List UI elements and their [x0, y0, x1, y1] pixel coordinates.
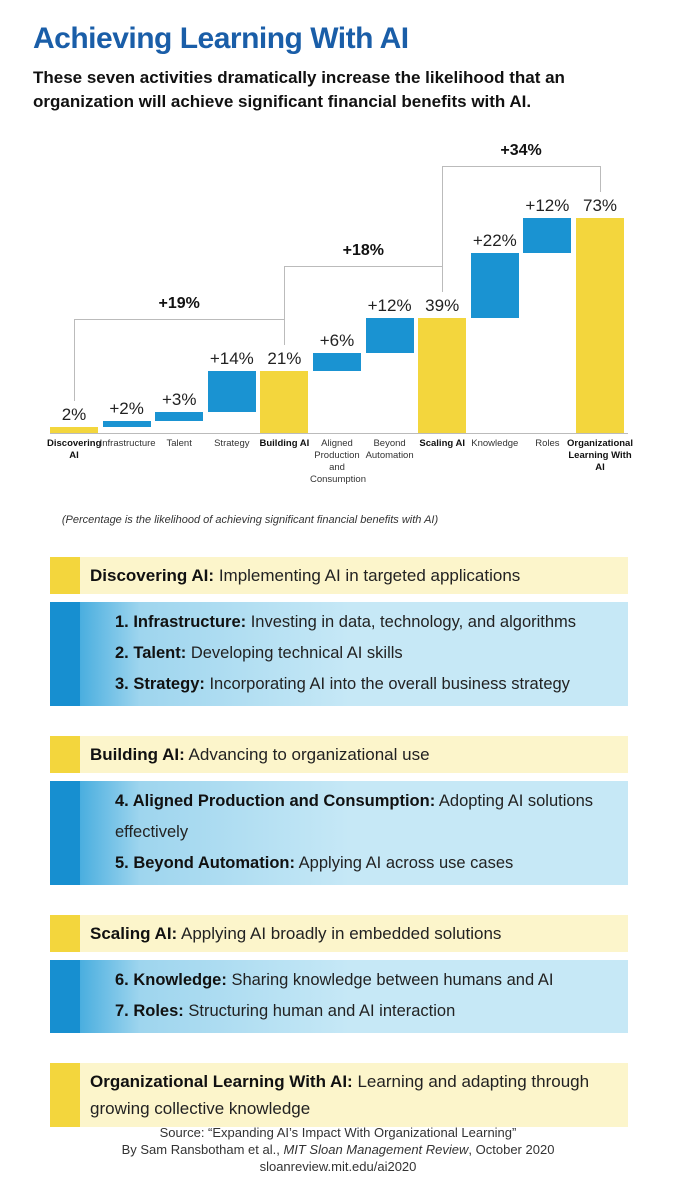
- item: 4. Aligned Production and Consumption: A…: [115, 786, 618, 848]
- subtitle: These seven activities dramatically incr…: [33, 68, 565, 111]
- annotation: +19%: [158, 295, 200, 313]
- section-items: 4. Aligned Production and Consumption: A…: [50, 781, 628, 885]
- chart: 2% Discovering AI +2% Infrastructure +3% Tale…: [0, 0, 676, 500]
- category-label: Discovering AI: [47, 438, 102, 461]
- bracket-line: [284, 265, 443, 267]
- bar: [470, 253, 519, 318]
- category-label: Infrastructure: [99, 438, 156, 449]
- section-items: 1. Infrastructure: Investing in data, te…: [50, 602, 628, 706]
- footnote: (Percentage is the likelihood of achievi…: [61, 514, 439, 526]
- item-desc: Incorporating AI into the overall busine…: [209, 675, 570, 693]
- item-title: 4. Aligned Production and Consumption:: [115, 792, 436, 810]
- bracket-line: [442, 165, 600, 167]
- bar: [207, 371, 256, 413]
- text: By Sam Ransbotham et al.,: [121, 1142, 284, 1157]
- item: 6. Knowledge: Sharing knowledge between …: [115, 965, 618, 996]
- value-label: +2%: [109, 399, 144, 419]
- item-title: 2. Talent:: [115, 644, 187, 662]
- bracket-line: [74, 319, 285, 321]
- bar: [50, 427, 98, 433]
- bracket-line: [284, 265, 286, 346]
- section-title: Building AI:: [90, 745, 185, 764]
- title: Achieving Learning With AI: [33, 22, 409, 55]
- section-items: 6. Knowledge: Sharing knowledge between …: [50, 960, 628, 1033]
- source-line: Source: “Expanding AI’s Impact With Orga…: [159, 1125, 517, 1140]
- bracket-line: [442, 165, 444, 292]
- item-title: 5. Beyond Automation:: [115, 854, 295, 872]
- sections: Discovering AI: Implementing AI in targe…: [50, 557, 628, 1157]
- annotation: +34%: [500, 141, 542, 159]
- category-label: Building AI: [259, 438, 310, 449]
- bar: [576, 217, 624, 433]
- value-label: +6%: [319, 331, 355, 351]
- value-label: +12%: [525, 195, 570, 215]
- category-label: Roles: [535, 438, 560, 449]
- item-desc: Investing in data, technology, and algor…: [250, 613, 577, 631]
- category-label: Talent: [166, 438, 192, 449]
- item-title: 7. Roles:: [115, 1002, 184, 1020]
- section-title: Organizational Learning With AI:: [90, 1072, 353, 1091]
- bar: [313, 353, 361, 372]
- section-desc: Implementing AI in targeted applications: [218, 566, 521, 585]
- value-label: 21%: [267, 349, 302, 369]
- section-header: Building AI: Advancing to organizational…: [50, 736, 628, 773]
- value-label: 2%: [61, 405, 87, 425]
- item: 3. Strategy: Incorporating AI into the o…: [115, 669, 618, 700]
- bar: [260, 371, 309, 433]
- section-title: Discovering AI:: [90, 566, 215, 585]
- category-label: Aligned Production and Consumption: [310, 438, 366, 485]
- item-desc: Applying AI across use cases: [298, 854, 514, 872]
- category-label: Strategy: [214, 438, 250, 449]
- value-label: +12%: [367, 295, 412, 315]
- source-line: sloanreview.mit.edu/ai2020: [259, 1159, 417, 1174]
- section: Building AI: Advancing to organizational…: [50, 736, 628, 885]
- source-line: By Sam Ransbotham et al., MIT Sloan Mana…: [0, 1141, 676, 1158]
- section-header: Scaling AI: Applying AI broadly in embed…: [50, 915, 628, 952]
- baseline: [50, 433, 628, 434]
- value-label: +14%: [209, 349, 254, 369]
- bracket-line: [600, 165, 601, 192]
- bar: [365, 317, 414, 354]
- item: 5. Beyond Automation: Applying AI across…: [115, 848, 618, 879]
- item-desc: Adopting AI solutions effectively: [115, 792, 593, 841]
- category-label: Scaling AI: [419, 438, 465, 449]
- item: 7. Roles: Structuring human and AI inter…: [115, 996, 618, 1027]
- category-label: Beyond Automation: [365, 438, 414, 461]
- annotation: +18%: [342, 241, 384, 259]
- value-label: +22%: [472, 231, 517, 251]
- bar: [102, 421, 151, 428]
- value-label: 39%: [425, 295, 460, 315]
- item-title: 3. Strategy:: [115, 675, 205, 693]
- item-desc: Structuring human and AI interaction: [188, 1002, 456, 1020]
- item-title: 6. Knowledge:: [115, 971, 227, 989]
- source: Source: “Expanding AI’s Impact With Orga…: [0, 1124, 676, 1175]
- item-desc: Developing technical AI skills: [190, 644, 403, 662]
- item-desc: Sharing knowledge between humans and AI: [231, 971, 554, 989]
- bar: [155, 412, 204, 422]
- value-label: +3%: [161, 390, 197, 410]
- category-label: Knowledge: [471, 438, 519, 449]
- bar: [418, 317, 467, 433]
- section-header: Discovering AI: Implementing AI in targe…: [50, 557, 628, 594]
- section-title: Scaling AI:: [90, 924, 178, 943]
- category-label: Organizational Learning With AI: [567, 438, 633, 473]
- section-header: Organizational Learning With AI: Learnin…: [50, 1063, 628, 1127]
- value-label: 73%: [582, 195, 618, 215]
- item: 2. Talent: Developing technical AI skill…: [115, 638, 618, 669]
- section: Discovering AI: Implementing AI in targe…: [50, 557, 628, 706]
- bar: [523, 217, 572, 254]
- text: , October 2020: [468, 1142, 555, 1157]
- section-desc: Learning and adapting through growing co…: [90, 1072, 590, 1118]
- text: MIT Sloan Management Review: [283, 1142, 469, 1157]
- section: Scaling AI: Applying AI broadly in embed…: [50, 915, 628, 1033]
- item-title: 1. Infrastructure:: [115, 613, 247, 631]
- section-desc: Applying AI broadly in embedded solution…: [181, 924, 502, 943]
- item: 1. Infrastructure: Investing in data, te…: [115, 607, 618, 638]
- section-desc: Advancing to organizational use: [188, 745, 430, 764]
- section: Organizational Learning With AI: Learnin…: [50, 1063, 628, 1127]
- bracket-line: [74, 319, 75, 402]
